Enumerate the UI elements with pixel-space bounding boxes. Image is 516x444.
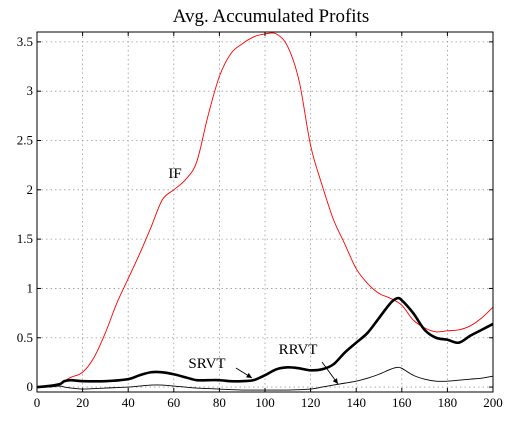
x-tick-label: 200 — [483, 395, 503, 410]
x-tick-label: 180 — [438, 395, 458, 410]
x-tick-label: 100 — [255, 395, 275, 410]
grid-lines — [37, 32, 493, 392]
y-tick-label: 3 — [27, 83, 34, 98]
chart-title: Avg. Accumulated Profits — [173, 6, 369, 27]
annotation-if: IF — [168, 166, 181, 182]
x-tick-label: 80 — [213, 395, 226, 410]
x-tick-label: 120 — [301, 395, 321, 410]
x-tick-label: 0 — [34, 395, 41, 410]
series-line-rrvt — [36, 366, 494, 391]
x-tick-label: 140 — [346, 395, 366, 410]
y-tick-label: 0.5 — [17, 330, 33, 345]
y-tick-label: 3.5 — [17, 34, 33, 49]
y-tick-label: 2.5 — [17, 132, 33, 147]
series-line-srvt — [36, 296, 494, 389]
annotation-srvt: SRVT — [188, 356, 225, 372]
annotations: IF SRVT RRVT — [168, 166, 339, 385]
y-tick-label: 2 — [27, 182, 34, 197]
annotation-arrow-head — [332, 378, 338, 384]
y-tick-label: 1 — [27, 280, 34, 295]
series-lines — [36, 32, 494, 391]
x-tick-label: 40 — [122, 395, 135, 410]
annotation-arrow-head — [246, 372, 252, 378]
x-tick-label: 20 — [76, 395, 89, 410]
annotation-rrvt: RRVT — [279, 342, 318, 358]
axis-ticks: 0 20 40 60 80 100 120 140 160 180 200 0 0.5 1 1.5 2 2.5 3… — [17, 32, 503, 410]
y-tick-label: 0 — [27, 379, 34, 394]
x-tick-label: 60 — [167, 395, 180, 410]
x-tick-label: 160 — [392, 395, 412, 410]
series-line-if — [36, 32, 494, 388]
y-tick-label: 1.5 — [17, 231, 33, 246]
